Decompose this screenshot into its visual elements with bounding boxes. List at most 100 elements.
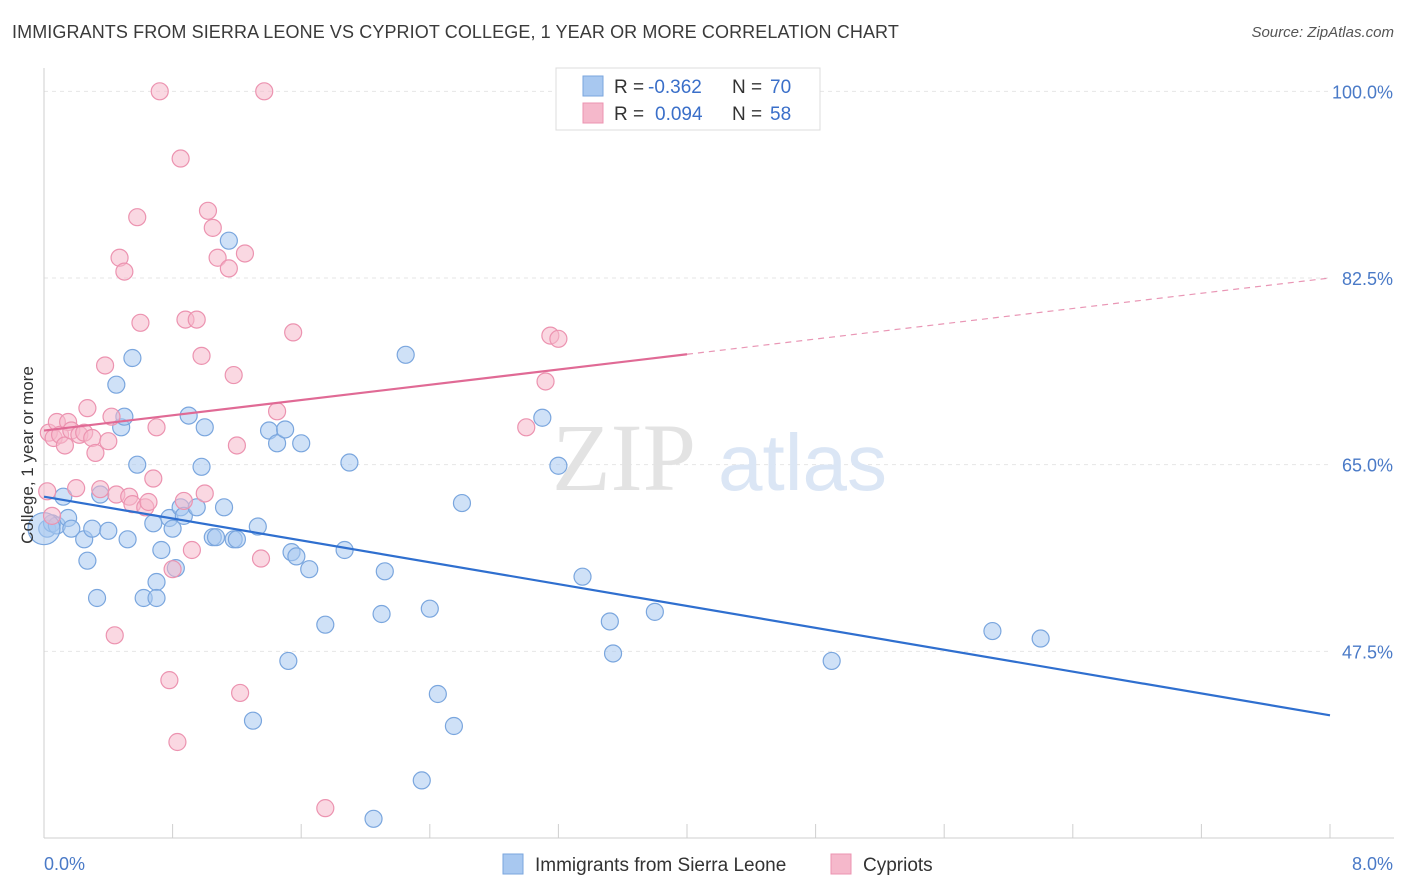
data-point-cypriots [95, 356, 115, 375]
stats-legend: R = -0.362 N = 70 R = 0.094 N = 58 [555, 67, 821, 131]
trend-line-solid [43, 353, 688, 432]
data-point-cypriots [150, 82, 169, 101]
legend-swatch-blue [582, 75, 604, 97]
data-point-sierra-leone [214, 498, 234, 517]
series-legend: Immigrants from Sierra Leone Cypriots [502, 853, 933, 876]
data-point-sierra-leone [195, 418, 214, 437]
data-point-cypriots [203, 218, 222, 237]
data-point-sierra-leone [396, 345, 415, 364]
data-point-sierra-leone [78, 551, 97, 570]
data-point-sierra-leone [219, 231, 238, 250]
data-point-sierra-leone [128, 455, 147, 474]
data-point-cypriots [78, 399, 97, 418]
data-point-cypriots [198, 201, 218, 220]
data-point-sierra-leone [645, 602, 664, 621]
watermark-zip: ZIP [552, 404, 696, 511]
series-legend-swatch-pink [830, 853, 852, 875]
data-point-cypriots [227, 436, 246, 455]
data-point-sierra-leone [364, 809, 383, 828]
data-point-cypriots [99, 432, 118, 451]
data-point-sierra-leone [163, 519, 182, 538]
data-point-sierra-leone [107, 375, 126, 394]
data-point-cypriots [42, 506, 62, 525]
watermark: ZIP atlas [552, 404, 887, 511]
data-point-sierra-leone [1031, 629, 1050, 648]
data-point-sierra-leone [287, 547, 306, 566]
data-point-cypriots [171, 149, 190, 168]
y-tick-label: 100.0% [1332, 82, 1393, 102]
data-point-cypriots [163, 560, 182, 579]
data-point-sierra-leone [147, 588, 166, 608]
data-point-cypriots [115, 262, 134, 281]
series-legend-swatch-blue [502, 853, 524, 875]
data-point-sierra-leone [420, 599, 439, 618]
series-sierra-leone-points [27, 231, 1050, 828]
data-point-sierra-leone [276, 420, 295, 439]
data-point-sierra-leone [452, 493, 472, 513]
data-point-cypriots [147, 418, 166, 437]
legend-swatch-pink [582, 102, 604, 124]
data-point-cypriots [160, 671, 179, 690]
data-point-sierra-leone [444, 716, 464, 736]
data-point-cypriots [267, 402, 287, 421]
legend-n-label-2: N = [732, 104, 762, 125]
data-point-sierra-leone [603, 644, 623, 663]
data-point-cypriots [128, 208, 147, 227]
data-point-cypriots [91, 480, 110, 499]
data-point-cypriots [83, 428, 102, 448]
data-point-cypriots [235, 244, 255, 263]
data-point-sierra-leone [533, 408, 552, 427]
legend-r-value-1: -0.362 [648, 77, 702, 98]
data-point-cypriots [255, 82, 274, 101]
data-point-cypriots [536, 372, 555, 391]
data-point-sierra-leone [822, 651, 841, 671]
series-legend-label-blue: Immigrants from Sierra Leone [535, 855, 786, 876]
trend-lines [43, 277, 1331, 717]
data-point-sierra-leone [118, 530, 137, 549]
data-point-cypriots [168, 732, 187, 752]
data-point-sierra-leone [335, 540, 354, 560]
data-point-sierra-leone [243, 711, 263, 730]
data-point-sierra-leone [316, 615, 335, 634]
data-point-sierra-leone [412, 771, 431, 790]
series-cypriots-points [38, 82, 568, 818]
data-point-sierra-leone [206, 528, 226, 547]
data-point-cypriots [105, 626, 124, 645]
data-point-cypriots [284, 323, 303, 342]
y-tick-label: 65.0% [1342, 456, 1393, 476]
data-point-cypriots [517, 418, 536, 437]
data-point-sierra-leone [267, 434, 287, 453]
data-point-cypriots [208, 248, 227, 267]
data-point-sierra-leone [279, 651, 298, 671]
data-point-sierra-leone [123, 348, 142, 368]
y-tick-labels: 47.5% 65.0% 82.5% 100.0% [1332, 82, 1393, 662]
data-point-sierra-leone [227, 530, 246, 549]
chart-title: IMMIGRANTS FROM SIERRA LEONE VS CYPRIOT … [12, 22, 899, 42]
data-point-cypriots [224, 365, 243, 385]
data-point-cypriots [231, 683, 250, 703]
legend-n-value-2: 58 [770, 104, 791, 125]
series-legend-label-pink: Cypriots [863, 855, 933, 876]
data-point-sierra-leone [983, 621, 1002, 641]
data-point-cypriots [38, 482, 57, 501]
y-axis-label: College, 1 year or more [18, 366, 37, 544]
data-point-cypriots [187, 310, 206, 329]
legend-r-label-1: R = [614, 77, 644, 98]
x-tick-labels: 0.0% 8.0% [44, 854, 1393, 874]
data-point-sierra-leone [372, 604, 391, 624]
y-tick-label: 47.5% [1342, 642, 1393, 662]
legend-n-value-1: 70 [770, 77, 791, 98]
source-credit: Source: ZipAtlas.com [1251, 24, 1394, 41]
data-point-cypriots [182, 540, 201, 560]
data-point-sierra-leone [147, 572, 166, 592]
data-point-sierra-leone [144, 514, 163, 533]
watermark-atlas: atlas [718, 418, 887, 507]
data-point-sierra-leone [83, 519, 102, 538]
data-point-sierra-leone [573, 567, 592, 586]
data-point-sierra-leone [549, 456, 568, 475]
data-point-cypriots [192, 346, 211, 365]
data-point-sierra-leone [99, 521, 118, 540]
data-point-sierra-leone [428, 684, 447, 704]
legend-r-label-2: R = [614, 104, 644, 125]
